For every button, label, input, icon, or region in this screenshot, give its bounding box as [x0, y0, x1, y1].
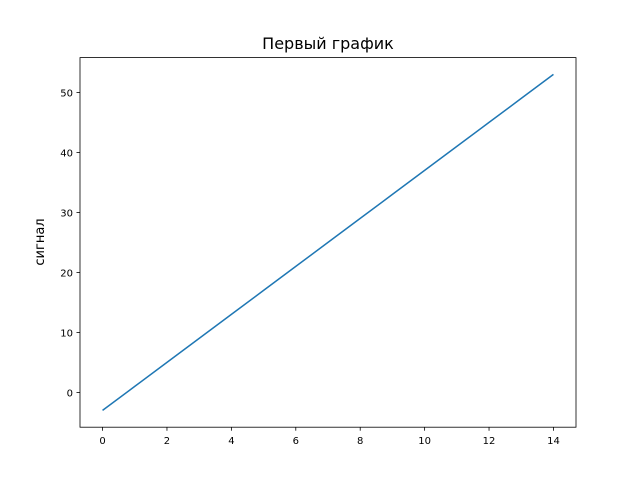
y-axis-label: сигнал: [33, 218, 48, 265]
x-tick-label: 14: [547, 436, 560, 447]
y-tick-label: 40: [60, 148, 73, 159]
plot-frame: [79, 57, 577, 428]
y-tick-label: 0: [67, 388, 73, 399]
chart-title: Первый график: [262, 34, 394, 53]
x-tick-label: 12: [483, 436, 496, 447]
y-tick-label: 50: [60, 88, 73, 99]
x-tick-label: 8: [357, 436, 363, 447]
y-tick-label: 10: [60, 328, 73, 339]
x-tick-label: 10: [418, 436, 431, 447]
series-line: [102, 73, 554, 412]
y-tick-label: 20: [60, 268, 73, 279]
y-tick-label: 30: [60, 208, 73, 219]
x-tick-label: 2: [164, 436, 170, 447]
x-tick-label: 4: [228, 436, 234, 447]
x-tick-label: 0: [99, 436, 105, 447]
x-tick-label: 6: [293, 436, 299, 447]
